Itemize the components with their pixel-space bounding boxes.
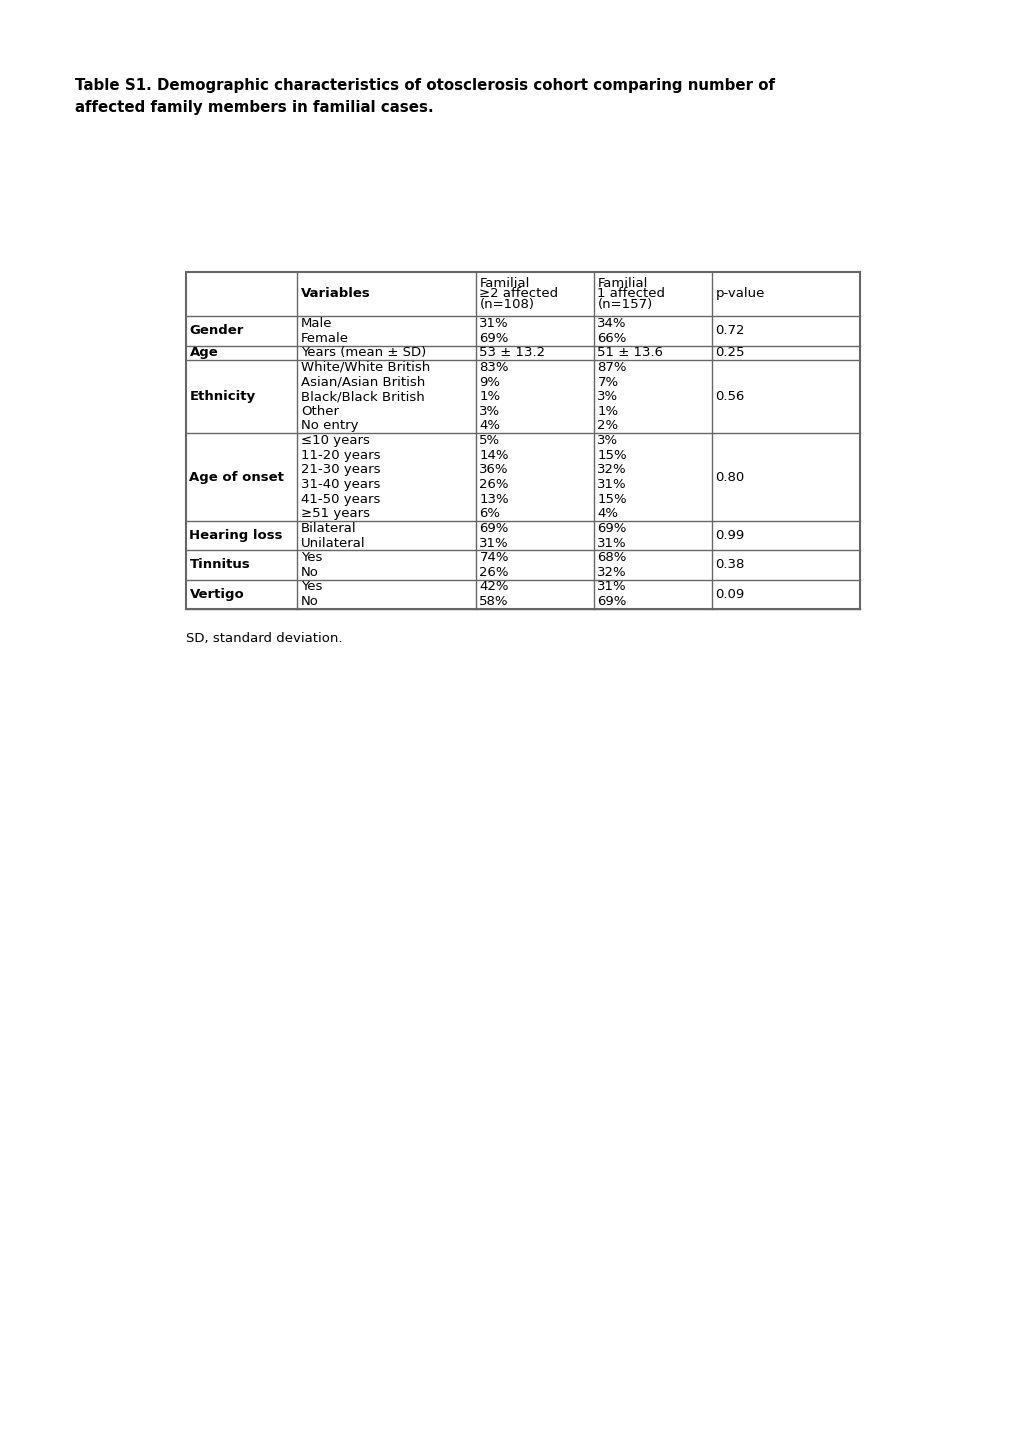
Text: 0.72: 0.72 bbox=[714, 324, 744, 337]
Text: 41-50 years: 41-50 years bbox=[301, 493, 380, 506]
Text: 13%: 13% bbox=[479, 493, 508, 506]
Text: Bilateral: Bilateral bbox=[301, 522, 356, 535]
Text: 7%: 7% bbox=[597, 375, 618, 388]
Text: Hearing loss: Hearing loss bbox=[190, 529, 282, 542]
Text: Years (mean ± SD): Years (mean ± SD) bbox=[301, 346, 426, 359]
Text: Other: Other bbox=[301, 405, 338, 418]
Text: No entry: No entry bbox=[301, 420, 358, 433]
Text: 5%: 5% bbox=[479, 434, 500, 447]
Text: 0.56: 0.56 bbox=[714, 391, 744, 404]
Text: 6%: 6% bbox=[479, 508, 500, 521]
Text: Age: Age bbox=[190, 346, 218, 359]
Text: 68%: 68% bbox=[597, 551, 627, 564]
Text: 26%: 26% bbox=[479, 565, 508, 578]
Text: 3%: 3% bbox=[597, 391, 618, 404]
Text: p-value: p-value bbox=[714, 287, 764, 300]
Text: 14%: 14% bbox=[479, 448, 508, 461]
Text: Familial: Familial bbox=[597, 277, 647, 290]
Text: 31%: 31% bbox=[597, 536, 627, 549]
Text: Male: Male bbox=[301, 317, 332, 330]
Text: 21-30 years: 21-30 years bbox=[301, 463, 380, 476]
Text: 9%: 9% bbox=[479, 375, 500, 388]
Text: 31%: 31% bbox=[479, 317, 508, 330]
Text: ≥2 affected: ≥2 affected bbox=[479, 287, 558, 300]
Text: Familial: Familial bbox=[479, 277, 529, 290]
Text: 3%: 3% bbox=[479, 405, 500, 418]
Text: 1 affected: 1 affected bbox=[597, 287, 664, 300]
Text: Age of onset: Age of onset bbox=[190, 470, 284, 483]
Text: 0.25: 0.25 bbox=[714, 346, 744, 359]
Text: Gender: Gender bbox=[190, 324, 244, 337]
Text: 34%: 34% bbox=[597, 317, 627, 330]
Text: (n=108): (n=108) bbox=[479, 298, 534, 311]
Text: 1%: 1% bbox=[479, 391, 500, 404]
Text: Yes: Yes bbox=[301, 551, 322, 564]
Text: 26%: 26% bbox=[479, 477, 508, 492]
Text: Ethnicity: Ethnicity bbox=[190, 391, 256, 404]
Text: 32%: 32% bbox=[597, 463, 627, 476]
Text: 31%: 31% bbox=[597, 581, 627, 594]
Text: 83%: 83% bbox=[479, 360, 508, 373]
Text: Table S1. Demographic characteristics of otosclerosis cohort comparing number of: Table S1. Demographic characteristics of… bbox=[75, 78, 774, 92]
Text: 4%: 4% bbox=[597, 508, 618, 521]
Text: White/White British: White/White British bbox=[301, 360, 430, 373]
Text: affected family members in familial cases.: affected family members in familial case… bbox=[75, 99, 433, 115]
Text: 1%: 1% bbox=[597, 405, 618, 418]
Text: 51 ± 13.6: 51 ± 13.6 bbox=[597, 346, 662, 359]
Text: 69%: 69% bbox=[597, 522, 627, 535]
Text: SD, standard deviation.: SD, standard deviation. bbox=[185, 632, 341, 645]
Text: 31%: 31% bbox=[479, 536, 508, 549]
Text: 32%: 32% bbox=[597, 565, 627, 578]
Text: 74%: 74% bbox=[479, 551, 508, 564]
Text: 42%: 42% bbox=[479, 581, 508, 594]
Text: 66%: 66% bbox=[597, 332, 627, 345]
Text: 0.80: 0.80 bbox=[714, 470, 744, 483]
Text: 36%: 36% bbox=[479, 463, 508, 476]
Text: 31%: 31% bbox=[597, 477, 627, 492]
Text: No: No bbox=[301, 565, 318, 578]
Text: 0.38: 0.38 bbox=[714, 558, 744, 571]
Text: Female: Female bbox=[301, 332, 348, 345]
Text: 0.09: 0.09 bbox=[714, 588, 744, 601]
Text: Vertigo: Vertigo bbox=[190, 588, 244, 601]
Text: Tinnitus: Tinnitus bbox=[190, 558, 250, 571]
Text: 58%: 58% bbox=[479, 596, 508, 609]
Text: Variables: Variables bbox=[301, 287, 370, 300]
Text: 69%: 69% bbox=[597, 596, 627, 609]
Text: ≤10 years: ≤10 years bbox=[301, 434, 369, 447]
Text: 31-40 years: 31-40 years bbox=[301, 477, 380, 492]
Text: 69%: 69% bbox=[479, 332, 508, 345]
Text: 69%: 69% bbox=[479, 522, 508, 535]
Text: 3%: 3% bbox=[597, 434, 618, 447]
Text: 15%: 15% bbox=[597, 493, 627, 506]
Text: Asian/Asian British: Asian/Asian British bbox=[301, 375, 425, 388]
Text: ≥51 years: ≥51 years bbox=[301, 508, 370, 521]
Text: 15%: 15% bbox=[597, 448, 627, 461]
Text: Yes: Yes bbox=[301, 581, 322, 594]
Text: 53 ± 13.2: 53 ± 13.2 bbox=[479, 346, 545, 359]
Text: 87%: 87% bbox=[597, 360, 627, 373]
Text: 2%: 2% bbox=[597, 420, 618, 433]
Text: 0.99: 0.99 bbox=[714, 529, 744, 542]
Text: Unilateral: Unilateral bbox=[301, 536, 365, 549]
Text: Black/Black British: Black/Black British bbox=[301, 391, 424, 404]
Text: 11-20 years: 11-20 years bbox=[301, 448, 380, 461]
Text: No: No bbox=[301, 596, 318, 609]
Text: 4%: 4% bbox=[479, 420, 500, 433]
Text: (n=157): (n=157) bbox=[597, 298, 652, 311]
